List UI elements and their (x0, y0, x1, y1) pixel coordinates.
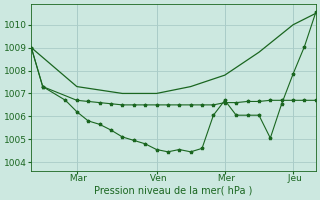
X-axis label: Pression niveau de la mer( hPa ): Pression niveau de la mer( hPa ) (94, 186, 253, 196)
